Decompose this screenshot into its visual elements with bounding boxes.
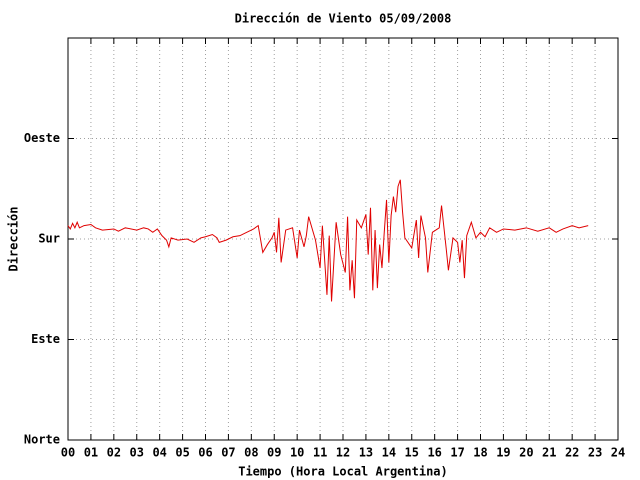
plot-border	[67, 37, 619, 441]
x-tick-label: 13	[359, 446, 373, 460]
x-axis-label: Tiempo (Hora Local Argentina)	[238, 465, 448, 479]
x-tick-label: 17	[450, 446, 464, 460]
y-tick-label: Oeste	[24, 131, 60, 145]
x-tick-label: 18	[473, 446, 487, 460]
data-line	[67, 179, 589, 302]
x-tick-label: 08	[244, 446, 258, 460]
x-tick-label: 06	[198, 446, 212, 460]
x-tick-label: 15	[405, 446, 419, 460]
x-tick-label: 24	[611, 446, 625, 460]
x-tick-label: 23	[588, 446, 602, 460]
chart-title: Dirección de Viento 05/09/2008	[235, 12, 452, 26]
y-tick-label: Norte	[24, 433, 60, 447]
x-tick-label: 19	[496, 446, 510, 460]
x-tick-label: 02	[107, 446, 121, 460]
y-axis-label: Dirección	[7, 206, 21, 271]
x-tick-label: 22	[565, 446, 579, 460]
x-tick-label: 00	[61, 446, 75, 460]
x-tick-label: 12	[336, 446, 350, 460]
x-tick-label: 11	[313, 446, 327, 460]
x-tick-label: 04	[152, 446, 166, 460]
x-tick-label: 14	[382, 446, 396, 460]
x-tick-label: 21	[542, 446, 556, 460]
x-tick-label: 07	[221, 446, 235, 460]
x-tick-label: 16	[427, 446, 441, 460]
x-tick-label: 05	[175, 446, 189, 460]
x-tick-label: 01	[84, 446, 98, 460]
x-tick-label: 20	[519, 446, 533, 460]
x-tick-label: 10	[290, 446, 304, 460]
y-tick-label: Sur	[38, 232, 60, 246]
x-tick-label: 03	[130, 446, 144, 460]
y-tick-label: Este	[31, 332, 60, 346]
x-tick-label: 09	[267, 446, 281, 460]
